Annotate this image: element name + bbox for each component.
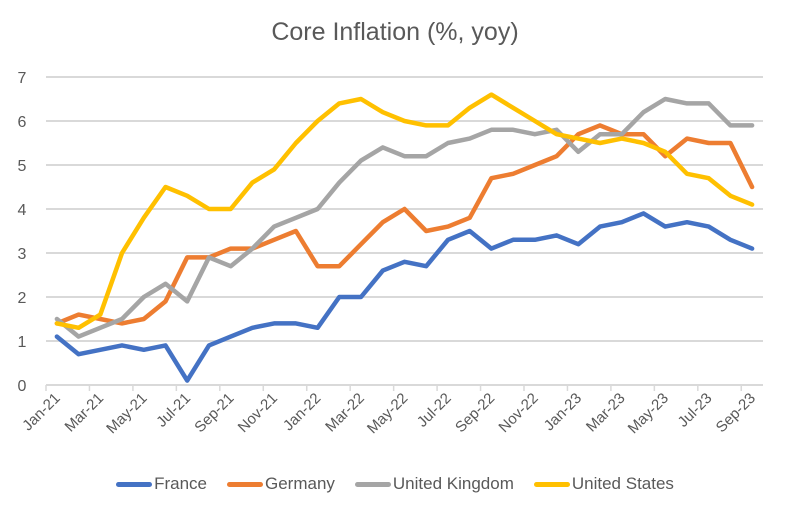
x-tick-label: Jan-22 — [280, 390, 324, 434]
y-tick-label: 7 — [18, 70, 27, 87]
x-tick-label: Jul-22 — [414, 390, 455, 431]
chart-title: Core Inflation (%, yoy) — [271, 18, 519, 46]
x-tick-label: Mar-22 — [322, 390, 368, 436]
series-line-germany — [54, 123, 755, 326]
x-tick-label: May-22 — [364, 390, 411, 437]
legend-swatch — [116, 481, 153, 487]
y-tick-label: 4 — [18, 202, 27, 219]
legend-item: United Kingdom — [354, 474, 514, 494]
x-tick-label: Mar-21 — [62, 390, 108, 436]
legend-item: Germany — [226, 474, 335, 494]
y-tick-label: 0 — [18, 378, 27, 395]
y-tick-label: 6 — [18, 114, 27, 131]
legend-label: France — [154, 474, 207, 493]
legend-label: United Kingdom — [392, 474, 514, 493]
legend-swatch — [354, 481, 391, 487]
legend: France Germany United Kingdom United States — [0, 474, 790, 494]
legend-swatch — [533, 481, 570, 487]
x-tick-label: May-21 — [103, 390, 150, 437]
x-tick-label: Nov-21 — [235, 390, 281, 436]
series-line-united-kingdom — [54, 96, 755, 339]
x-tick-label: Mar-23 — [583, 390, 629, 436]
x-tick-label: Jan-21 — [19, 390, 63, 434]
x-tick-label: Jul-23 — [675, 390, 716, 431]
x-tick-label: Sep-22 — [452, 390, 498, 436]
x-tick-label: Jan-23 — [541, 390, 585, 434]
series-line-united-states — [54, 92, 755, 331]
series-lines — [54, 92, 755, 383]
legend-label: Germany — [264, 474, 335, 493]
x-tick-label: Jul-21 — [153, 390, 194, 431]
x-tick-label: May-23 — [625, 390, 672, 437]
legend-item: France — [116, 474, 207, 494]
series-line-france — [54, 211, 755, 383]
y-tick-label: 5 — [18, 158, 27, 175]
legend-item: United States — [533, 474, 674, 494]
x-tick-label: Sep-21 — [191, 390, 237, 436]
y-axis-ticks: 0 1 2 3 4 5 6 7 — [18, 70, 27, 395]
y-tick-label: 1 — [18, 334, 27, 351]
x-tick-label: Sep-23 — [713, 390, 759, 436]
x-tick-label: Nov-22 — [495, 390, 541, 436]
y-tick-label: 3 — [18, 246, 27, 263]
legend-label: United States — [571, 474, 674, 493]
legend-swatch — [226, 481, 263, 487]
y-tick-label: 2 — [18, 290, 27, 307]
